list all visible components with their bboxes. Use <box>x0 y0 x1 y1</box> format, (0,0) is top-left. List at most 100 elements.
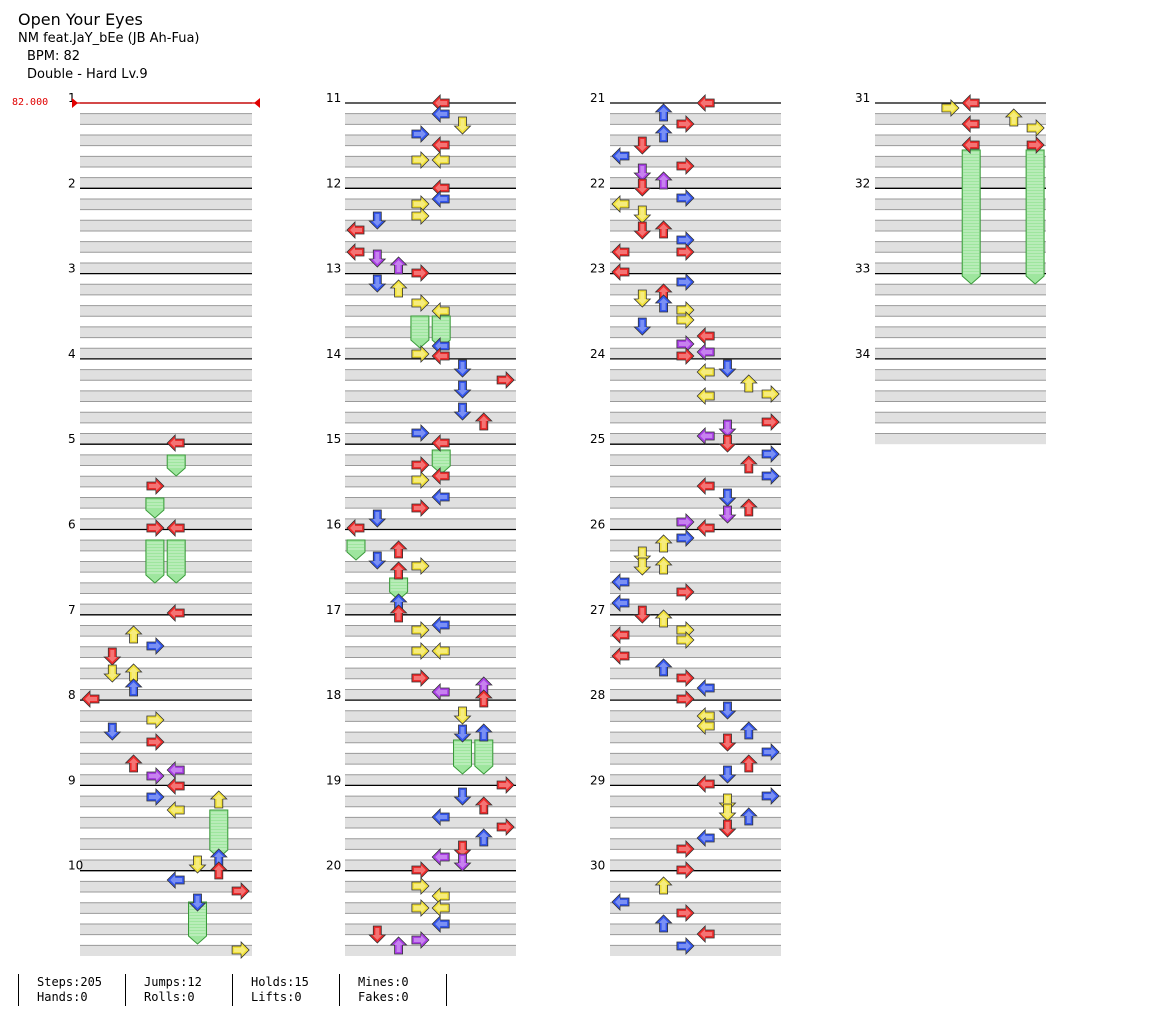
step-arrow-icon <box>411 264 430 282</box>
beat-stripe <box>80 924 252 935</box>
beat-stripe <box>345 177 516 189</box>
step-arrow-icon <box>431 105 450 123</box>
hold-body <box>166 539 186 584</box>
measure-number: 22 <box>590 176 605 190</box>
step-arrow-icon <box>368 274 387 293</box>
step-arrow-icon <box>411 642 430 660</box>
beat-stripe <box>345 817 516 829</box>
step-arrow-icon <box>633 317 652 336</box>
step-arrow-icon <box>611 893 630 911</box>
step-arrow-icon <box>761 787 780 805</box>
step-arrow-icon <box>611 243 630 261</box>
measure-number: 12 <box>326 176 341 190</box>
beat-stripe <box>610 390 781 402</box>
step-arrow-icon <box>431 151 450 169</box>
beat-stripe <box>345 454 516 466</box>
step-arrow-icon <box>654 556 673 575</box>
measure-number: 16 <box>326 518 341 532</box>
beat-stripe <box>610 241 781 253</box>
beat-stripe <box>345 710 516 722</box>
step-arrow-icon <box>431 347 450 365</box>
measure-number: 23 <box>590 262 605 276</box>
beat-stripe <box>610 710 781 722</box>
beat-stripe <box>345 348 516 359</box>
beat-stripe <box>345 241 516 253</box>
beat-stripe <box>610 369 781 381</box>
step-arrow-icon <box>346 243 365 261</box>
beat-stripe <box>875 262 1046 274</box>
beat-stripe <box>875 134 1046 146</box>
step-arrow-icon <box>633 163 652 182</box>
song-title: Open Your Eyes <box>18 10 143 29</box>
step-arrow-icon <box>961 94 980 112</box>
step-arrow-icon <box>411 899 430 917</box>
step-arrow-icon <box>718 803 737 822</box>
beat-stripe <box>875 326 1046 338</box>
beat-stripe <box>610 902 781 914</box>
step-arrow-icon <box>654 658 673 677</box>
step-arrow-icon <box>696 363 715 381</box>
step-arrow-icon <box>411 557 430 575</box>
beat-stripe <box>80 241 252 253</box>
step-arrow-icon <box>696 519 715 537</box>
step-arrow-icon <box>81 690 100 708</box>
step-arrow-icon <box>654 914 673 933</box>
beat-stripe <box>345 902 516 914</box>
step-arrow-icon <box>188 893 207 912</box>
step-arrow-icon <box>611 263 630 281</box>
step-arrow-icon <box>166 777 185 795</box>
step-arrow-icon <box>146 767 165 785</box>
beat-stripe <box>345 646 516 658</box>
beat-stripe <box>80 454 252 466</box>
beat-stripe <box>345 689 516 701</box>
step-arrow-icon <box>474 412 493 431</box>
beat-stripe <box>345 945 516 956</box>
step-arrow-icon <box>431 887 450 905</box>
step-arrow-icon <box>474 796 493 815</box>
step-arrow-icon <box>146 733 165 751</box>
measure-number: 34 <box>855 347 870 361</box>
beat-stripe <box>80 497 252 509</box>
beat-stripe <box>345 476 516 487</box>
beat-stripe <box>610 796 781 807</box>
step-arrow-icon <box>453 706 472 725</box>
step-arrow-icon <box>676 301 695 319</box>
step-arrow-icon <box>654 124 673 143</box>
stat-jumps: Jumps:12 <box>144 975 202 989</box>
step-arrow-icon <box>718 434 737 453</box>
hold-body <box>389 577 409 601</box>
step-arrow-icon <box>761 385 780 403</box>
step-arrow-icon <box>676 861 695 879</box>
beat-stripe <box>610 625 781 637</box>
step-arrow-icon <box>676 840 695 858</box>
stat-mines: Mines:0 <box>358 975 409 989</box>
beat-stripe <box>610 497 781 509</box>
beat-stripe <box>610 454 781 466</box>
step-arrow-icon <box>411 207 430 225</box>
beat-stripe <box>345 881 516 893</box>
beat-stripe <box>345 497 516 509</box>
measure-number: 14 <box>326 347 341 361</box>
step-arrow-icon <box>676 189 695 207</box>
beat-stripe <box>610 668 781 679</box>
step-arrow-icon <box>676 157 695 175</box>
bpm-end-marker <box>254 98 260 108</box>
step-arrow-icon <box>346 221 365 239</box>
step-arrow-icon <box>696 343 715 361</box>
difficulty-label: Double - Hard Lv.9 <box>27 67 148 82</box>
beat-stripe <box>610 305 781 317</box>
step-arrow-icon <box>411 499 430 517</box>
beat-stripe <box>875 113 1046 125</box>
step-arrow-icon <box>411 877 430 895</box>
beat-stripe <box>610 134 781 146</box>
step-arrow-icon <box>166 761 185 779</box>
step-arrow-icon <box>676 273 695 291</box>
beat-stripe <box>610 582 781 594</box>
step-arrow-icon <box>453 380 472 399</box>
beat-stripe <box>345 860 516 871</box>
step-arrow-icon <box>739 807 758 826</box>
step-arrow-icon <box>633 136 652 155</box>
step-arrow-icon <box>611 594 630 612</box>
beat-stripe <box>345 753 516 765</box>
step-arrow-icon <box>496 818 515 836</box>
